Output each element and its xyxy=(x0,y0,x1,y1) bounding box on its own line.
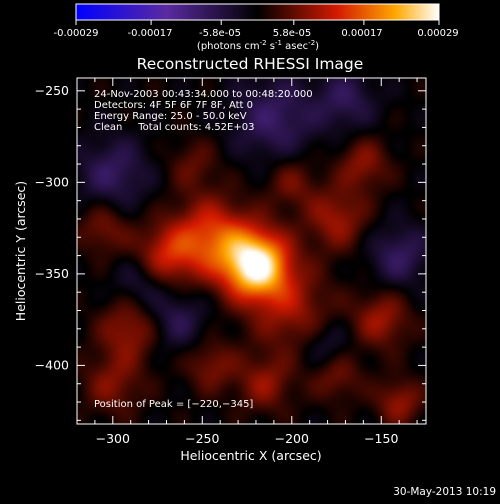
plot-frame xyxy=(76,77,427,425)
colorbar-tick-label: 0.00017 xyxy=(341,28,382,39)
colorbar-tick-label: 0.00029 xyxy=(417,28,458,39)
x-tick-label: −300 xyxy=(96,431,130,446)
peak-position-label: Position of Peak = [−220,−345] xyxy=(94,399,253,410)
observation-annotations: 24-Nov-2003 00:43:34.000 to 00:48:20.000… xyxy=(94,89,313,410)
x-tick-label: −150 xyxy=(364,431,398,446)
chart-title: Reconstructed RHESSI Image xyxy=(137,55,364,73)
colorbar-gradient xyxy=(75,3,440,21)
y-tick-label: −250 xyxy=(35,83,69,98)
y-tick-labels: −250 −300 −350 −400 xyxy=(35,83,69,373)
annotation-energy-range: Energy Range: 25.0 - 50.0 keV xyxy=(94,111,247,122)
y-tick-label: −300 xyxy=(35,174,69,189)
annotation-detectors: Detectors: 4F 5F 6F 7F 8F, Att 0 xyxy=(94,100,253,111)
x-tick-label: −250 xyxy=(185,431,219,446)
colorbar-tick-label: -0.00029 xyxy=(54,28,99,39)
y-tick-label: −350 xyxy=(35,266,69,281)
colorbar-tick-label: -5.8e-05 xyxy=(199,28,241,39)
heatmap-image xyxy=(77,78,426,424)
y-tick-label: −400 xyxy=(35,357,69,372)
colorbar-unit-label: (photons cm-2 s-1 asec-2) xyxy=(197,39,319,52)
y-axis-label: Heliocentric Y (arcsec) xyxy=(13,181,28,321)
colorbar-tick-label: -0.00017 xyxy=(128,28,173,39)
colorbar-ticks xyxy=(75,20,440,25)
x-tick-label: −200 xyxy=(275,431,309,446)
x-tick-labels: −300 −250 −200 −150 xyxy=(96,431,399,446)
annotation-clean-counts: Clean Total counts: 4.52E+03 xyxy=(94,122,254,133)
x-axis-label: Heliocentric X (arcsec) xyxy=(180,448,321,463)
colorbar-tick-labels: -0.00029 -0.00017 -5.8e-05 5.8e-05 0.000… xyxy=(54,28,459,39)
heatmap-area xyxy=(77,78,426,424)
axis-ticks xyxy=(77,78,426,424)
colorbar-tick-label: 5.8e-05 xyxy=(273,28,311,39)
footer-date: 30-May-2013 10:19 xyxy=(393,486,496,498)
colorbar: -0.00029 -0.00017 -5.8e-05 5.8e-05 0.000… xyxy=(54,3,459,52)
annotation-time-range: 24-Nov-2003 00:43:34.000 to 00:48:20.000 xyxy=(94,89,313,100)
